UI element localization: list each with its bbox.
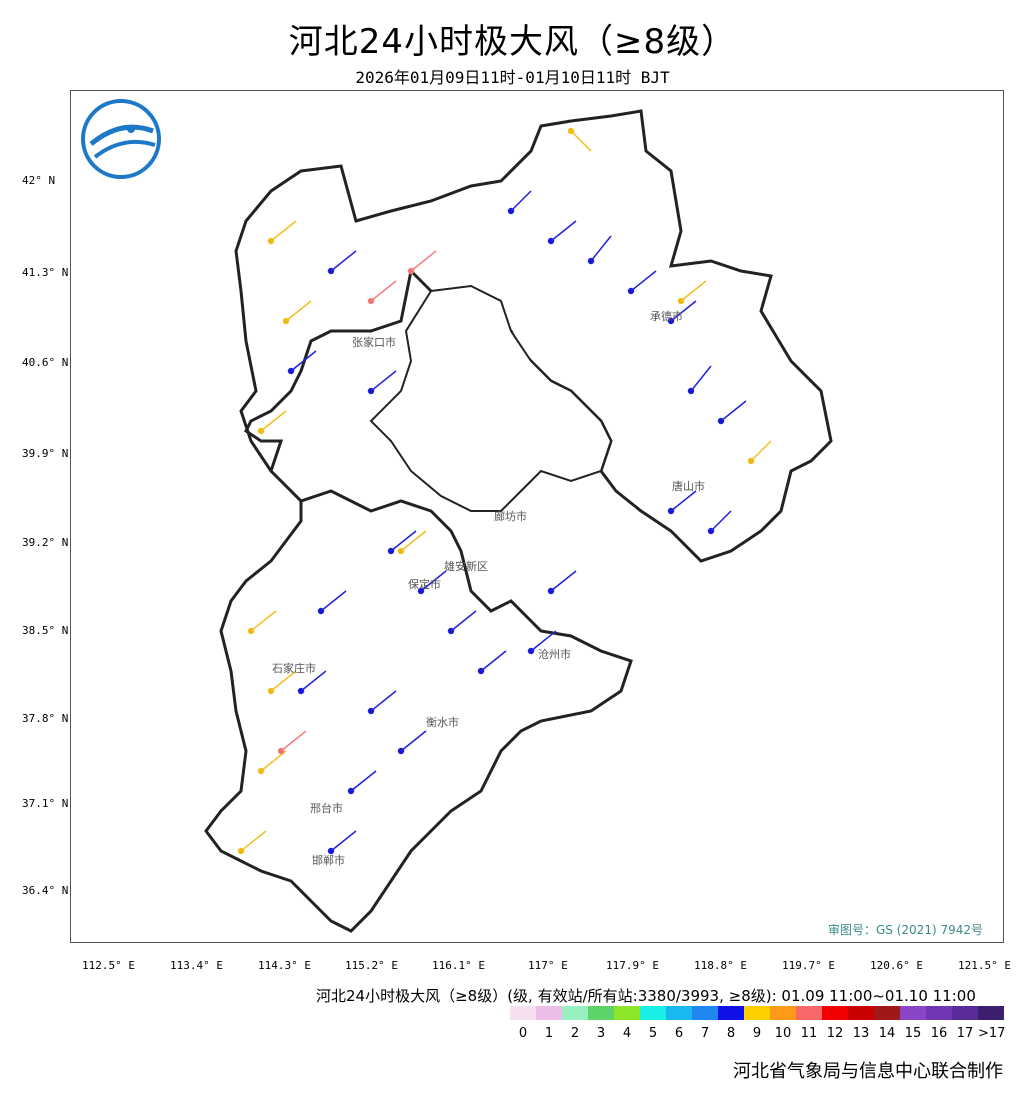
legend-swatch: [874, 1006, 900, 1020]
legend-swatch: [796, 1006, 822, 1020]
lat-label: 40.6° N: [22, 356, 69, 369]
hebei-map: [204, 109, 833, 933]
legend-label: 16: [930, 1026, 948, 1041]
city-label: 沧州市: [538, 648, 571, 661]
map-frame: [70, 90, 1004, 943]
legend-label: 4: [622, 1026, 632, 1041]
legend-label: 11: [800, 1026, 818, 1041]
city-label: 承德市: [650, 310, 683, 323]
credit-text: 河北省气象局与信息中心联合制作: [733, 1061, 1003, 1082]
city-label: 廊坊市: [494, 510, 527, 523]
lon-label: 120.6° E: [870, 959, 923, 972]
legend-label: 12: [826, 1026, 844, 1041]
legend-swatch: [510, 1006, 536, 1020]
legend-swatch: [536, 1006, 562, 1020]
map-title: 河北24小时极大风（≥8级）: [288, 22, 737, 62]
hebei-outline: [204, 109, 833, 933]
city-label: 保定市: [408, 578, 441, 591]
lon-label: 121.5° E: [958, 959, 1011, 972]
legend-swatch: [614, 1006, 640, 1020]
legend-label: 0: [518, 1026, 528, 1041]
lon-label: 117.9° E: [606, 959, 659, 972]
legend-label: 14: [878, 1026, 896, 1041]
legend-label: 1: [544, 1026, 554, 1041]
legend-swatch: [822, 1006, 848, 1020]
lon-label: 115.2° E: [345, 959, 398, 972]
lat-label: 42° N: [22, 174, 56, 187]
legend-label: 17: [956, 1026, 974, 1041]
legend-label: 5: [648, 1026, 658, 1041]
legend-label: 15: [904, 1026, 922, 1041]
city-label: 邯郸市: [312, 854, 345, 867]
legend-label: 9: [752, 1026, 762, 1041]
city-label: 张家口市: [352, 336, 396, 349]
meteorological-logo: [81, 99, 161, 179]
legend-swatch: [718, 1006, 744, 1020]
lon-label: 119.7° E: [782, 959, 835, 972]
city-label: 雄安新区: [444, 560, 488, 573]
legend-label: 13: [852, 1026, 870, 1041]
legend-label: 6: [674, 1026, 684, 1041]
legend-swatch: [900, 1006, 926, 1020]
legend-swatch: [744, 1006, 770, 1020]
legend-swatch: [692, 1006, 718, 1020]
lon-label: 114.3° E: [258, 959, 311, 972]
legend-label: >17: [978, 1026, 1006, 1041]
review-number: 审图号：GS (2021) 7942号: [828, 923, 983, 937]
lon-label: 116.1° E: [432, 959, 485, 972]
legend-swatch: [952, 1006, 978, 1020]
lat-label: 39.9° N: [22, 447, 69, 460]
lat-label: 38.5° N: [22, 624, 69, 637]
legend-labels: 0 1 2 3 4 5 6 7 8 9 10 11 12 13 14 15 16 17 >17: [510, 1026, 1006, 1041]
city-label: 唐山市: [672, 480, 705, 493]
lat-label: 41.3° N: [22, 266, 69, 279]
legend-swatch: [770, 1006, 796, 1020]
lon-label: 118.8° E: [694, 959, 747, 972]
city-label: 石家庄市: [272, 662, 316, 675]
map-subtitle: 2026年01月09日11时-01月10日11时 BJT: [355, 68, 670, 87]
lat-label: 37.8° N: [22, 712, 69, 725]
legend-label: 2: [570, 1026, 580, 1041]
legend-swatch: [848, 1006, 874, 1020]
legend-swatch: [666, 1006, 692, 1020]
wind-station-markers: [237, 127, 772, 855]
legend-label: 8: [726, 1026, 736, 1041]
lon-label: 113.4° E: [170, 959, 223, 972]
legend-swatch: [640, 1006, 666, 1020]
legend-colorbar: [510, 1006, 1004, 1020]
lat-label: 37.1° N: [22, 797, 69, 810]
legend-label: 10: [774, 1026, 792, 1041]
legend-title: 河北24小时极大风（≥8级）(级, 有效站/所有站:3380/3993, ≥8级…: [316, 987, 976, 1005]
city-label: 邢台市: [310, 802, 343, 815]
legend-swatch: [562, 1006, 588, 1020]
legend-label: 3: [596, 1026, 606, 1041]
lat-label: 39.2° N: [22, 536, 69, 549]
lon-label: 117° E: [528, 959, 568, 972]
legend-swatch: [926, 1006, 952, 1020]
legend-swatch: [978, 1006, 1004, 1020]
city-label: 衡水市: [426, 716, 459, 729]
lat-label: 36.4° N: [22, 884, 69, 897]
lon-label: 112.5° E: [82, 959, 135, 972]
legend-label: 7: [700, 1026, 710, 1041]
legend-swatch: [588, 1006, 614, 1020]
